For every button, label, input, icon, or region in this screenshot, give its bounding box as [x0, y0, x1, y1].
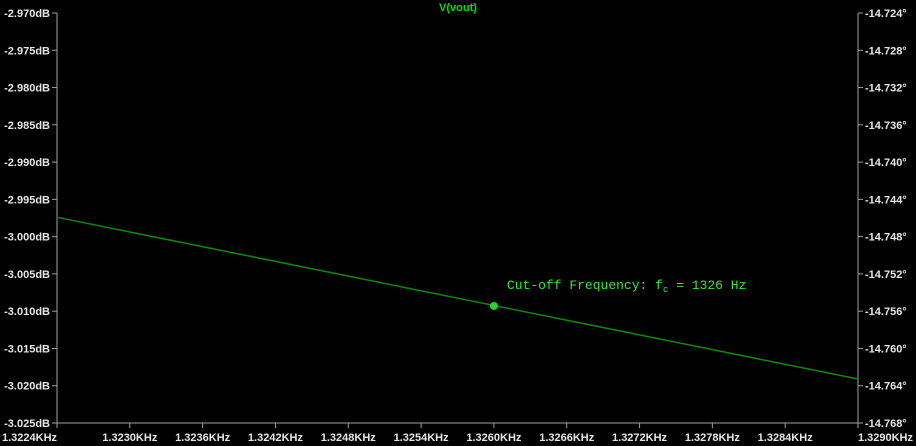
y-right-tick-label: -14.764° — [865, 381, 907, 393]
x-tick-label: 1.3242KHz — [248, 432, 304, 444]
y-left-tick-label: -2.975dB — [4, 45, 50, 57]
y-left-tick-label: -3.015dB — [4, 343, 50, 355]
cutoff-marker — [489, 301, 498, 310]
y-right-tick-label: -14.724° — [865, 8, 907, 20]
y-left-tick-label: -3.020dB — [4, 381, 50, 393]
x-tick-label: 1.3278KHz — [685, 432, 741, 444]
y-left-tick-label: -2.980dB — [4, 83, 50, 95]
y-left-tick-label: -2.970dB — [4, 8, 50, 20]
y-right-tick-label: -14.756° — [865, 306, 907, 318]
y-right-tick-label: -14.768° — [865, 418, 907, 430]
x-tick-label: 1.3236KHz — [175, 432, 231, 444]
x-tick-label: 1.3224KHz — [2, 432, 58, 444]
y-left-tick-label: -3.005dB — [4, 269, 50, 281]
x-tick-label: 1.3284KHz — [758, 432, 814, 444]
y-left-tick-label: -2.985dB — [4, 120, 50, 132]
y-left-tick-label: -3.025dB — [4, 418, 50, 430]
x-tick-label: 1.3272KHz — [612, 432, 668, 444]
y-right-tick-label: -14.728° — [865, 45, 907, 57]
y-left-tick-label: -2.995dB — [4, 194, 50, 206]
x-tick-label: 1.3290KHz — [858, 432, 914, 444]
y-left-tick-label: -3.000dB — [4, 232, 50, 244]
y-left-tick-label: -2.990dB — [4, 157, 50, 169]
annotation-prefix: Cut-off Frequency: f — [507, 278, 663, 293]
x-tick-label: 1.3260KHz — [466, 432, 522, 444]
x-tick-label: 1.3248KHz — [321, 432, 377, 444]
y-right-tick-label: -14.744° — [865, 194, 907, 206]
y-right-tick-label: -14.740° — [865, 157, 907, 169]
chart-title: V(vout) — [439, 2, 477, 14]
annotation-subscript: c — [663, 285, 668, 295]
y-right-tick-label: -14.760° — [865, 343, 907, 355]
series-line — [56, 216, 859, 380]
x-tick-label: 1.3230KHz — [102, 432, 158, 444]
y-right-tick-label: -14.736° — [865, 120, 907, 132]
y-right-tick-label: -14.748° — [865, 232, 907, 244]
y-right-tick-label: -14.732° — [865, 83, 907, 95]
y-left-tick-label: -3.010dB — [4, 306, 50, 318]
cutoff-annotation: Cut-off Frequency: fc = 1326 Hz — [507, 278, 746, 295]
y-right-tick-label: -14.752° — [865, 269, 907, 281]
x-tick-label: 1.3254KHz — [394, 432, 450, 444]
annotation-suffix: = 1326 Hz — [668, 278, 746, 293]
x-tick-label: 1.3266KHz — [539, 432, 595, 444]
